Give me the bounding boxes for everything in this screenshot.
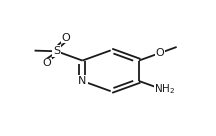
Text: O: O	[156, 48, 164, 58]
Text: NH$_2$: NH$_2$	[154, 82, 175, 96]
Text: N: N	[78, 76, 87, 86]
Text: O: O	[61, 33, 70, 43]
Text: O: O	[43, 58, 51, 68]
Text: S: S	[53, 46, 60, 56]
